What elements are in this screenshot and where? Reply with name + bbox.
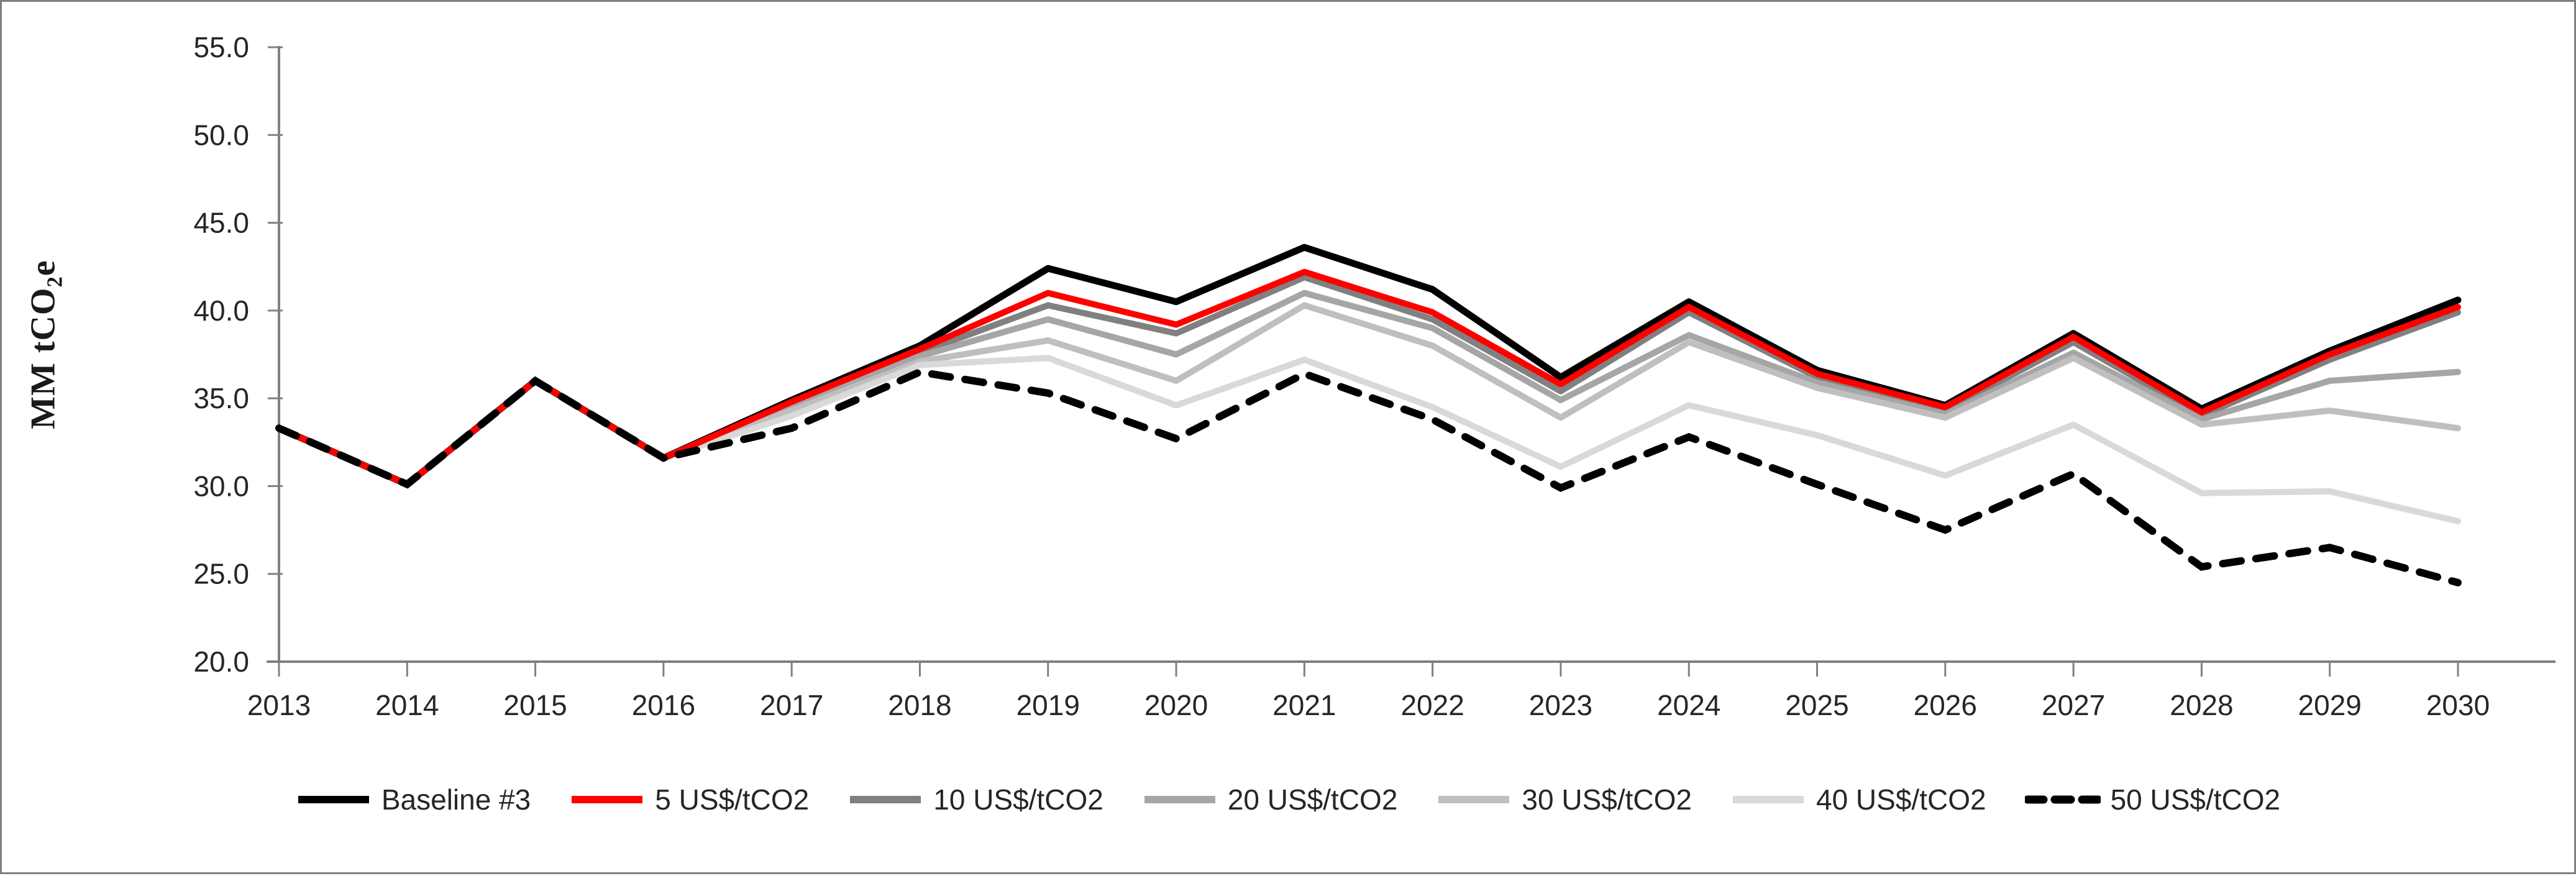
legend-item: 10 US$/tCO2 <box>847 783 1103 816</box>
legend-label: 20 US$/tCO2 <box>1227 783 1398 816</box>
x-axis-tick-label: 2018 <box>888 689 951 721</box>
y-axis-tick-label: 55.0 <box>193 31 249 63</box>
y-axis-tick-label: 20.0 <box>193 646 249 678</box>
x-axis-tick-label: 2013 <box>247 689 311 721</box>
y-axis-title: MM tCO2e <box>23 47 67 643</box>
y-axis-tick-label: 40.0 <box>193 294 249 327</box>
legend-line-sample <box>1438 796 1510 803</box>
x-axis-tick-label: 2025 <box>1785 689 1848 721</box>
x-axis-tick-label: 2021 <box>1272 689 1336 721</box>
x-axis-tick-label: 2022 <box>1400 689 1464 721</box>
y-axis: 20.0 25.0 30.0 35.0 40.0 45.0 50.0 55.0 <box>193 31 283 678</box>
legend-label: Baseline #3 <box>381 783 531 816</box>
legend-item: 50 US$/tCO2 <box>2024 783 2281 816</box>
x-axis-tick-label: 2015 <box>503 689 567 721</box>
legend-line-sample <box>1732 796 1804 803</box>
legend-label: 50 US$/tCO2 <box>2110 783 2281 816</box>
y-axis-tick-label: 50.0 <box>193 119 249 151</box>
legend-line-sample <box>298 796 369 803</box>
legend-line-sample <box>2024 795 2101 804</box>
legend-label: 30 US$/tCO2 <box>1522 783 1692 816</box>
legend-label: 5 US$/tCO2 <box>655 783 810 816</box>
x-axis-tick-label: 2020 <box>1144 689 1208 721</box>
x-axis-tick-label: 2030 <box>2426 689 2490 721</box>
y-axis-tick-label: 25.0 <box>193 558 249 590</box>
legend-item: 5 US$/tCO2 <box>569 783 809 816</box>
chart-legend: Baseline #3 5 US$/tCO2 10 US$/tCO2 20 US$/t… <box>2 775 2574 824</box>
x-axis-tick-label: 2029 <box>2298 689 2362 721</box>
legend-item: 20 US$/tCO2 <box>1142 783 1398 816</box>
legend-item: Baseline #3 <box>296 783 531 816</box>
x-axis-tick-label: 2028 <box>2170 689 2233 721</box>
x-axis-tick-label: 2016 <box>632 689 695 721</box>
x-axis: 2013 2014 2015 2016 2017 2018 2019 2020 2021 2022… <box>247 660 2555 721</box>
legend-label: 40 US$/tCO2 <box>1816 783 1986 816</box>
legend-line-sample <box>1144 796 1215 803</box>
x-axis-tick-label: 2027 <box>2042 689 2105 721</box>
y-axis-tick-label: 45.0 <box>193 207 249 239</box>
legend-line-sample <box>850 796 921 803</box>
legend-item: 30 US$/tCO2 <box>1436 783 1692 816</box>
series-line <box>276 268 2461 488</box>
x-axis-tick-label: 2026 <box>1914 689 1977 721</box>
series-line <box>275 244 2462 488</box>
x-axis-tick-label: 2024 <box>1657 689 1720 721</box>
y-axis-tick-label: 30.0 <box>193 470 249 502</box>
series-line <box>275 368 2462 586</box>
y-axis-title-suffix: e <box>24 260 63 276</box>
y-axis-tick-label: 35.0 <box>193 382 249 414</box>
y-axis-title-subscript: 2 <box>42 276 67 288</box>
legend-line-sample <box>572 796 643 803</box>
x-axis-tick-label: 2017 <box>760 689 823 721</box>
x-axis-tick-label: 2023 <box>1529 689 1592 721</box>
legend-item: 40 US$/tCO2 <box>1730 783 1986 816</box>
legend-label: 10 US$/tCO2 <box>933 783 1103 816</box>
x-axis-tick-label: 2019 <box>1016 689 1080 721</box>
x-axis-tick-label: 2014 <box>375 689 439 721</box>
y-axis-title-text: MM tCO <box>24 287 63 429</box>
